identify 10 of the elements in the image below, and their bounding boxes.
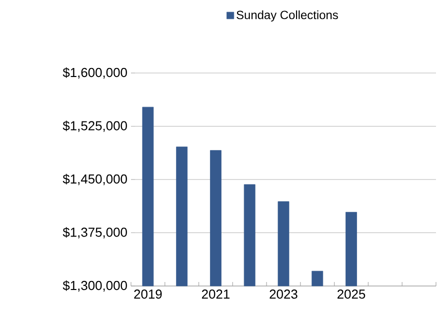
y-tick-label: $1,375,000 bbox=[62, 227, 127, 238]
x-tick-label: 2023 bbox=[270, 290, 298, 299]
y-tick-label: $1,300,000 bbox=[62, 280, 127, 292]
y-tick-label: $1,450,000 bbox=[62, 174, 127, 186]
legend-label: Sunday Collections bbox=[236, 10, 338, 22]
y-tick-label: $1,600,000 bbox=[62, 67, 127, 79]
y-tick-label: $1,525,000 bbox=[62, 120, 127, 132]
x-tick-label: 2019 bbox=[134, 290, 162, 299]
x-tick-label: 2025 bbox=[338, 290, 366, 299]
x-tick-label: 2021 bbox=[202, 290, 230, 299]
